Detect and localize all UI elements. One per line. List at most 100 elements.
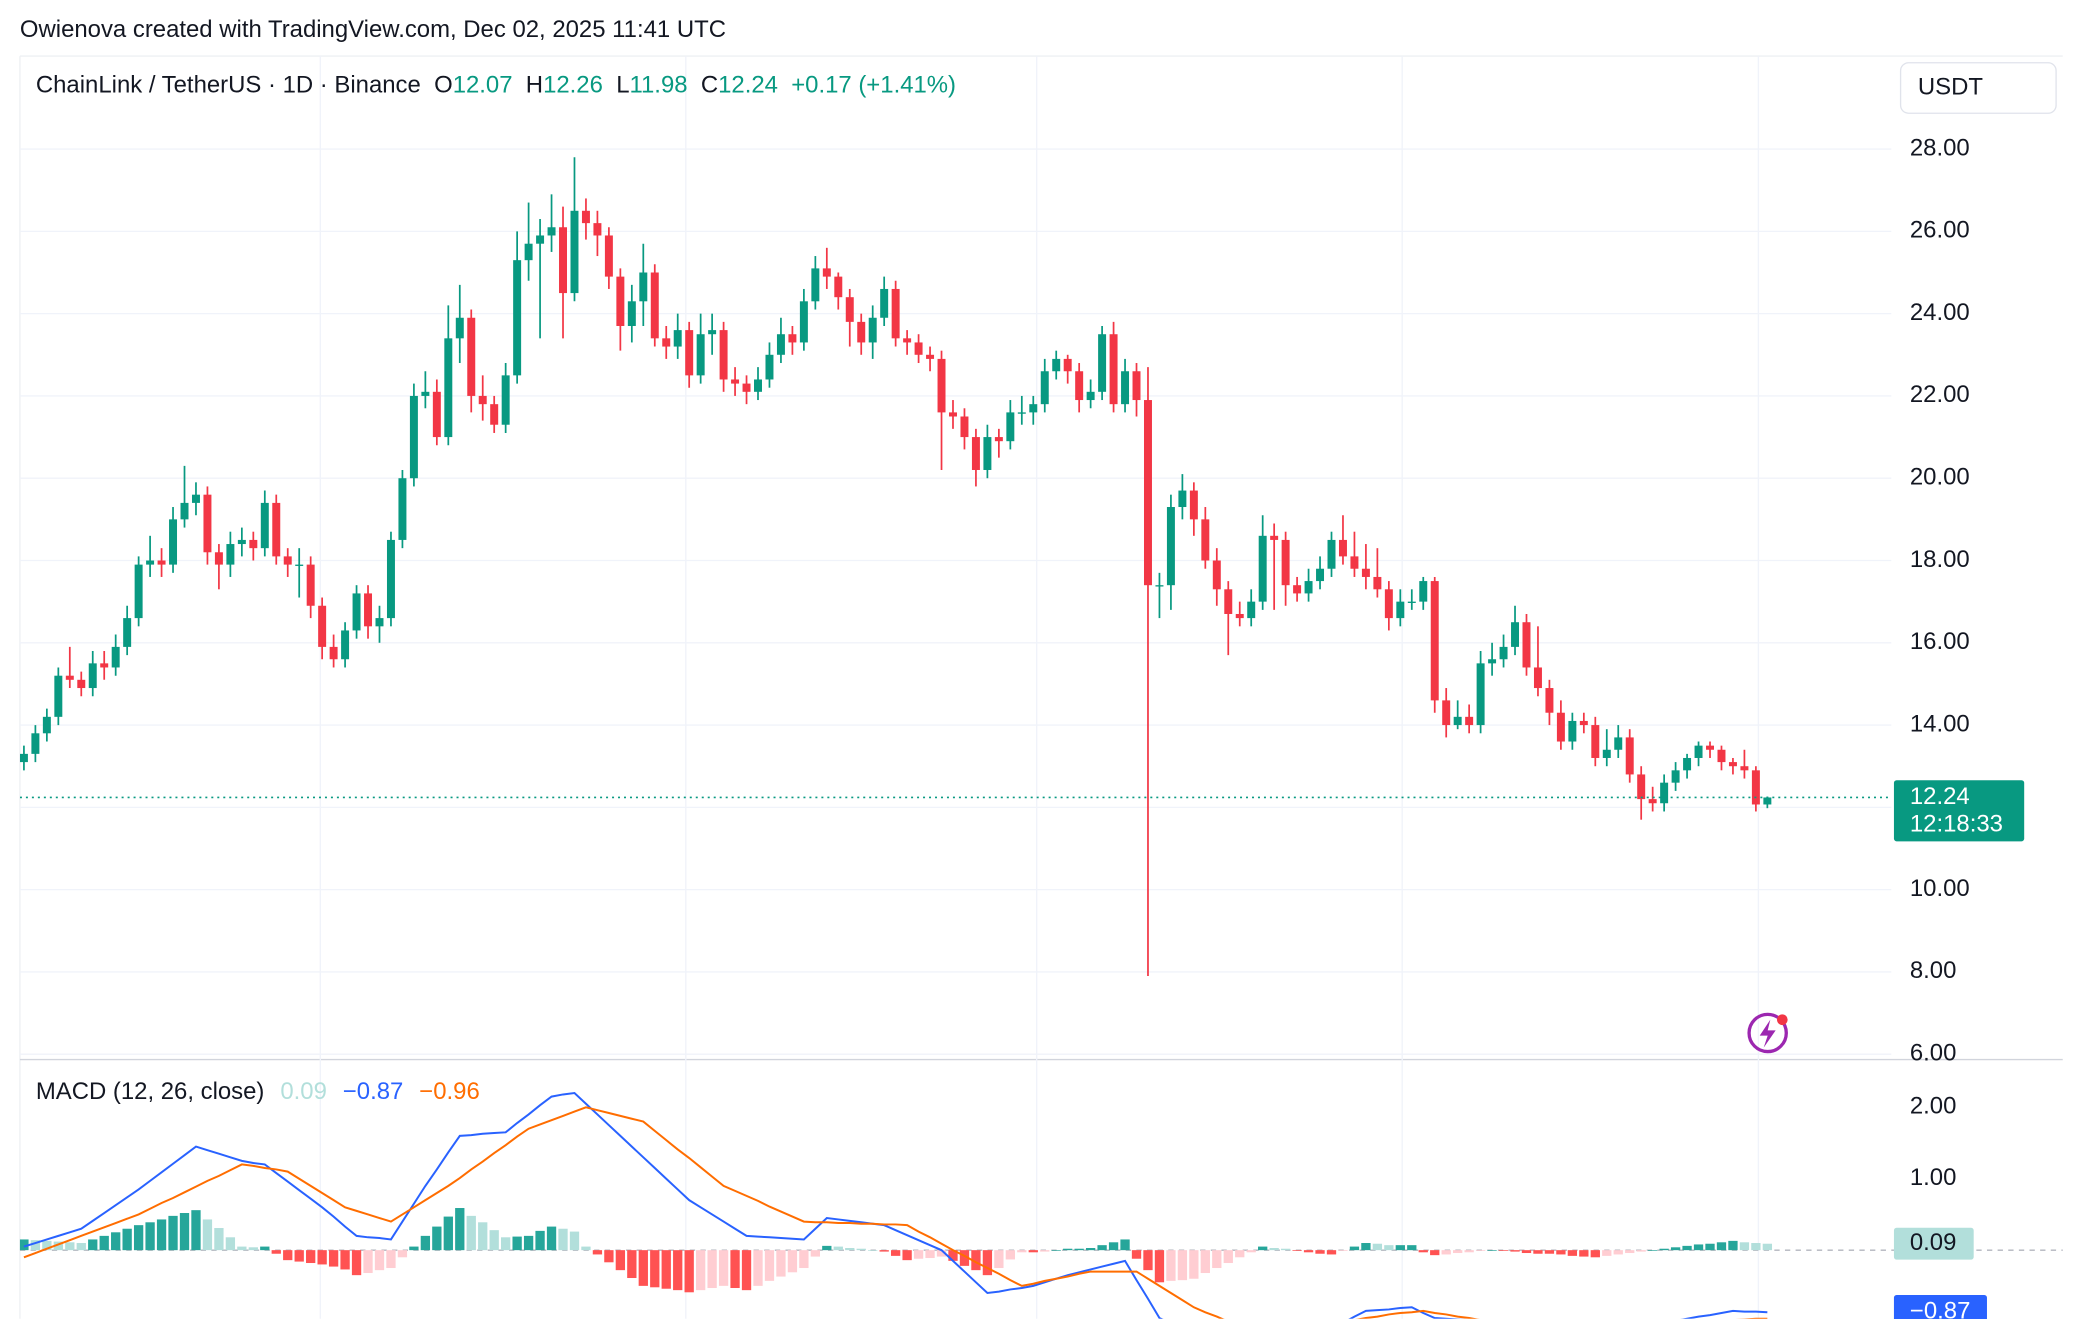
candle-body [1511, 622, 1520, 647]
histogram-bar [558, 1228, 568, 1251]
candle-body [673, 330, 682, 347]
candle-body [409, 395, 418, 479]
candle-body [478, 395, 487, 405]
histogram-bar [776, 1250, 786, 1277]
candle-body [868, 317, 877, 343]
y-tick-label: 28.00 [1910, 134, 1970, 161]
candle-body [249, 539, 258, 549]
histogram-bar [1453, 1250, 1463, 1254]
histogram-bar [1349, 1246, 1360, 1251]
candle-body [386, 539, 395, 619]
histogram-bar [1762, 1243, 1773, 1251]
currency-button[interactable] [1899, 62, 2057, 114]
currency[interactable]: USDT [1918, 73, 1983, 100]
y-tick-label: 20.00 [1910, 464, 1970, 491]
histogram-bar [1120, 1239, 1130, 1251]
candle-body [776, 334, 785, 355]
candle-body [639, 272, 648, 302]
histogram-bar [179, 1213, 190, 1251]
candle-body [845, 297, 854, 322]
candle-body [283, 556, 292, 565]
histogram-bar [478, 1222, 488, 1251]
candle-body [994, 437, 1003, 442]
histogram-bar [959, 1250, 970, 1266]
histogram-bar [741, 1250, 752, 1291]
histogram-bar [1705, 1243, 1715, 1251]
histogram-bar [1602, 1250, 1612, 1256]
candle-body [134, 564, 143, 619]
histogram-bar [99, 1235, 109, 1251]
candle-body [1040, 371, 1049, 405]
candle-body [1293, 585, 1302, 594]
legend-value: 11.98 [629, 72, 687, 99]
histogram-bar [1590, 1250, 1600, 1258]
histogram-bar [856, 1248, 866, 1251]
histogram-bar [386, 1250, 396, 1269]
y-tick-label: 1.00 [1910, 1164, 1957, 1191]
candle-body [627, 301, 636, 326]
histogram-bar [913, 1250, 924, 1259]
hist-value-box [1893, 1227, 1974, 1260]
candle-body [1683, 757, 1692, 771]
histogram-bar [535, 1230, 545, 1251]
candle-body [1648, 799, 1657, 804]
histogram-bar [982, 1250, 993, 1276]
histogram-bar [787, 1250, 798, 1273]
candle-body [1556, 712, 1565, 742]
candle-body [1201, 519, 1210, 561]
histogram-bar [1682, 1245, 1692, 1251]
price-pane [19, 157, 1892, 977]
candle-body [1706, 745, 1714, 750]
candle-body [1614, 737, 1623, 750]
histogram-bar [1292, 1250, 1302, 1251]
candle-body [1625, 737, 1634, 775]
candle-body [77, 679, 86, 689]
histogram-bar [1533, 1250, 1543, 1254]
candle-body [742, 383, 751, 392]
candle-body [1052, 358, 1061, 372]
alert-icon[interactable] [1747, 1012, 1788, 1054]
histogram-bar [1510, 1250, 1520, 1252]
candle-body [341, 630, 350, 660]
candle-body [1728, 762, 1737, 767]
candle-body [834, 276, 843, 298]
legend-label: H [526, 72, 543, 99]
legend-label: O [434, 72, 453, 99]
histogram-bar [822, 1245, 832, 1251]
candle-body [214, 552, 223, 565]
histogram-bar [673, 1250, 683, 1291]
candle-body [650, 272, 659, 339]
macd-value-box [1893, 1295, 1987, 1319]
symbol-title: ChainLink / TetherUS · 1D · Binance [36, 72, 421, 99]
histogram-bar [890, 1250, 901, 1256]
candle-body [570, 210, 579, 294]
histogram-bar [501, 1237, 511, 1251]
candle-body [857, 321, 866, 343]
histogram-bar [1728, 1240, 1738, 1251]
candle-body [1545, 688, 1554, 713]
y-tick-label: 26.00 [1910, 217, 1970, 244]
candle-body [1637, 774, 1646, 800]
candle-body [1270, 535, 1279, 540]
histogram-bar [260, 1246, 270, 1251]
candle-body [1430, 581, 1439, 701]
candle-body [524, 243, 533, 261]
histogram-bar [1498, 1250, 1509, 1251]
candle-body [1316, 568, 1325, 582]
candle-body [547, 227, 556, 236]
histogram-bar [1475, 1250, 1486, 1251]
candle-body [926, 354, 935, 359]
candle-body [501, 375, 510, 425]
candle-body [1533, 667, 1542, 689]
histogram-bar [202, 1219, 213, 1251]
histogram-bar [1716, 1242, 1727, 1251]
candle-body [1476, 663, 1485, 726]
candle-body [937, 358, 946, 413]
histogram-bar [1361, 1243, 1371, 1251]
candle-body [765, 354, 774, 380]
histogram-bar [76, 1243, 86, 1251]
histogram-bar [1613, 1250, 1623, 1255]
candle-body [1717, 749, 1726, 763]
candle-body [1155, 585, 1164, 587]
